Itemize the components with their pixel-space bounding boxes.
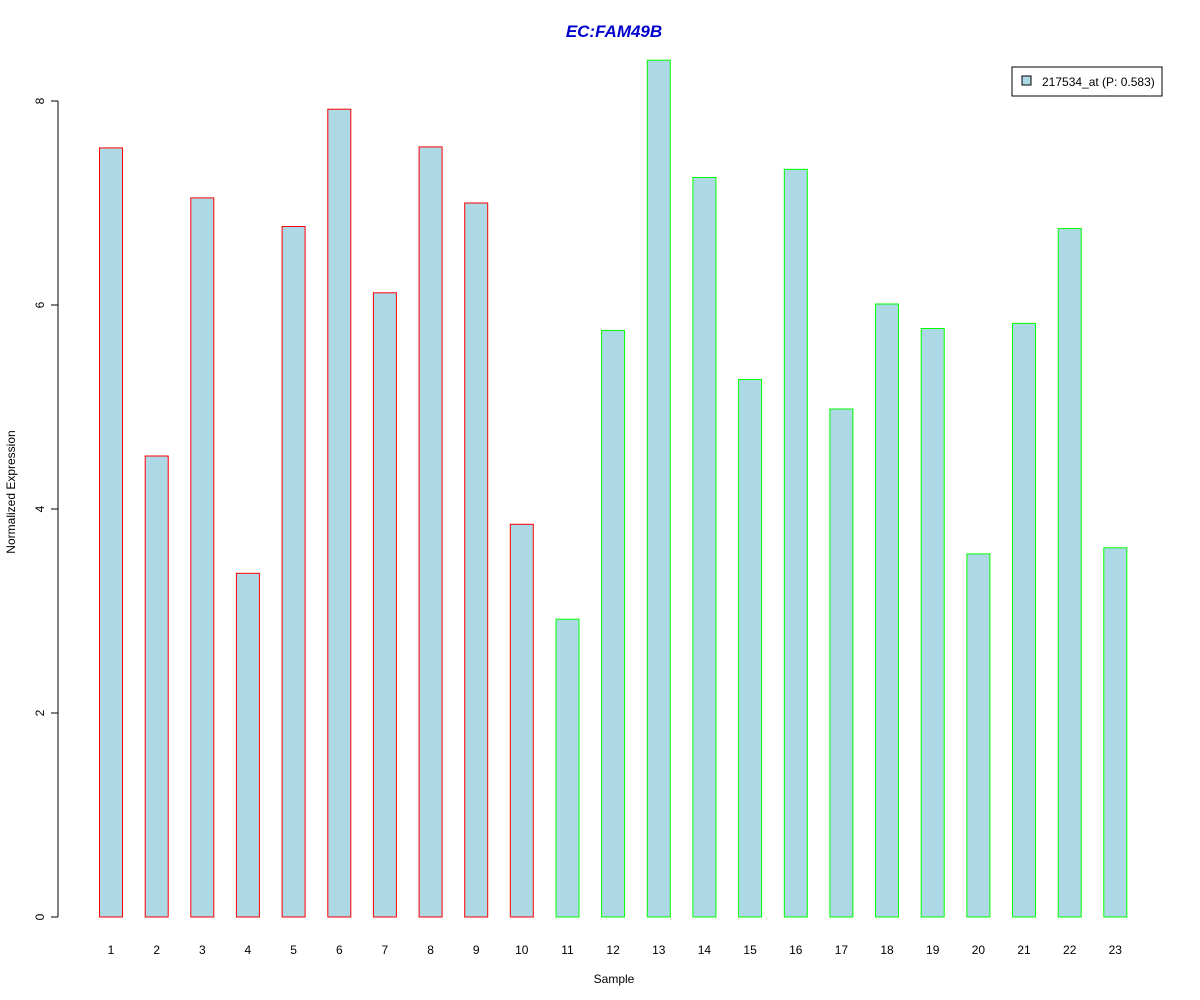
y-tick-label: 8 [33,97,47,104]
x-tick-labels: 1 2 3 4 5 6 7 8 9 10 11 12 13 14 15 16 17 18 19 20 21 22 23 [108,943,1123,957]
x-tick-label: 1 [108,943,115,957]
x-tick-label: 10 [515,943,529,957]
legend-entry-label: 217534_at (P: 0.583) [1042,75,1155,89]
bar-sample-5 [281,226,306,918]
x-tick-label: 9 [473,943,480,957]
bar-sample-15 [738,379,763,918]
bar-sample-2 [144,455,169,918]
bar-sample-12 [601,330,626,918]
x-tick-label: 12 [606,943,620,957]
y-tick-label: 2 [33,709,47,716]
y-tick-label: 0 [33,913,47,920]
bar-sample-14 [692,177,717,918]
bar-sample-3 [190,197,215,918]
y-tick-label: 6 [33,301,47,308]
bar-sample-1 [99,147,123,918]
x-tick-label: 18 [880,943,894,957]
x-tick-label: 4 [245,943,252,957]
chart-title: EC:FAM49B [566,22,662,41]
y-axis: 0 2 4 6 8 [33,97,59,920]
bar-sample-17 [829,408,854,918]
x-tick-label: 13 [652,943,666,957]
bar-sample-11 [555,618,580,918]
bar-sample-9 [464,202,489,918]
bar-sample-19 [920,328,945,918]
bar-sample-6 [327,108,352,918]
x-tick-label: 7 [382,943,389,957]
bar-sample-20 [966,553,991,918]
x-axis-title: Sample [594,972,635,986]
x-tick-label: 3 [199,943,206,957]
x-tick-label: 19 [926,943,940,957]
x-tick-label: 23 [1109,943,1123,957]
bar-sample-16 [783,168,808,918]
bar-sample-23 [1103,547,1128,918]
x-tick-label: 14 [698,943,712,957]
bar-sample-7 [372,292,397,918]
x-tick-label: 8 [427,943,434,957]
x-tick-label: 17 [835,943,849,957]
legend-box [1011,66,1163,97]
y-axis-title: Normalized Expression [4,430,18,553]
bar-sample-4 [235,572,260,918]
bars [99,59,1128,918]
legend: 217534_at (P: 0.583) [1011,66,1163,97]
x-tick-label: 21 [1017,943,1031,957]
bar-sample-22 [1057,228,1082,918]
legend-swatch [1021,75,1032,86]
x-tick-label: 20 [972,943,986,957]
bar-sample-10 [509,523,534,918]
y-tick-label: 4 [33,505,47,512]
x-tick-label: 16 [789,943,803,957]
bar-sample-13 [646,59,671,918]
x-tick-label: 22 [1063,943,1077,957]
bar-sample-18 [875,303,899,918]
x-tick-label: 11 [561,943,574,957]
x-tick-label: 6 [336,943,343,957]
bar-sample-21 [1012,322,1036,918]
x-tick-label: 5 [290,943,297,957]
x-tick-label: 2 [153,943,160,957]
x-tick-label: 15 [743,943,757,957]
bar-sample-8 [418,146,443,918]
